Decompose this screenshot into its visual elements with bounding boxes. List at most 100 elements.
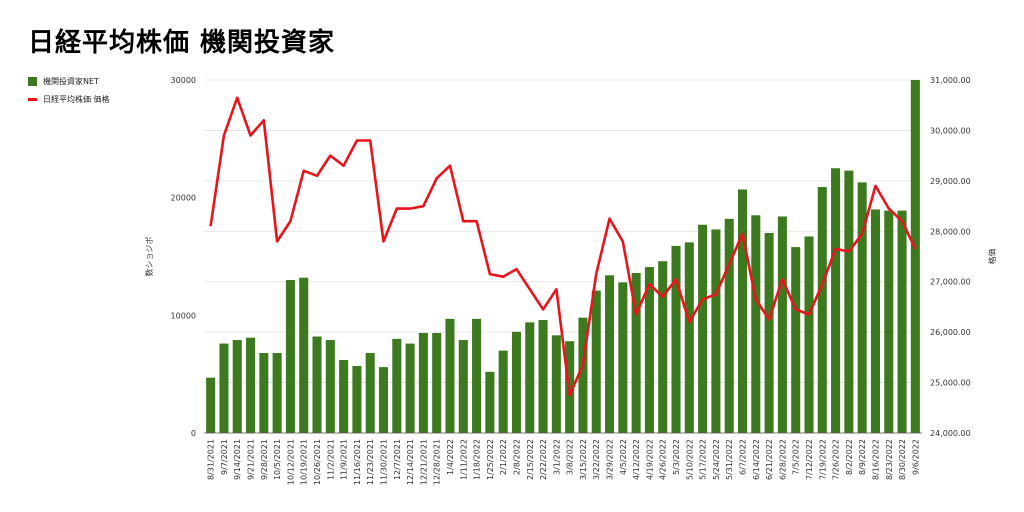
bar — [870, 209, 880, 433]
y-right-tick-label: 30,000.00 — [930, 126, 971, 135]
y-right-tick-label: 27,000.00 — [930, 278, 971, 287]
y-right-tick-label: 25,000.00 — [930, 379, 971, 388]
bar — [525, 322, 535, 433]
bar — [737, 189, 748, 433]
bar — [445, 318, 455, 433]
bar — [644, 267, 654, 433]
bar — [591, 290, 601, 433]
bar — [751, 215, 761, 433]
y-right-axis-title: 格価 — [987, 249, 997, 265]
y-right-tick-label: 31,000.00 — [930, 76, 971, 85]
x-tick-label: 5/3/2022 — [672, 439, 681, 475]
x-tick-label: 11/16/2021 — [353, 439, 362, 485]
x-tick-label: 7/26/2022 — [832, 439, 841, 480]
bar — [831, 168, 841, 433]
x-tick-label: 3/8/2022 — [566, 439, 575, 475]
y-right-tick-label: 26,000.00 — [930, 328, 971, 337]
x-tick-label: 12/14/2021 — [406, 439, 415, 485]
y-right-tick-label: 29,000.00 — [930, 177, 971, 186]
x-tick-label: 10/19/2021 — [300, 439, 309, 485]
legend-line-swatch — [28, 98, 37, 101]
x-tick-label: 5/31/2022 — [725, 439, 734, 480]
legend-line-label: 日経平均株価 価格 — [43, 95, 110, 104]
bar — [764, 232, 774, 433]
bar — [724, 218, 734, 433]
bar — [219, 343, 229, 433]
y-left-axis-title: 数ショジポ — [144, 237, 154, 277]
bar — [498, 350, 508, 433]
x-tick-label: 4/5/2022 — [619, 439, 628, 475]
x-tick-label: 2/8/2022 — [513, 439, 522, 475]
y-right-tick-label: 28,000.00 — [930, 227, 971, 236]
x-tick-label: 1/11/2022 — [459, 439, 468, 480]
x-tick-label: 1/25/2022 — [486, 439, 495, 480]
y-left-tick-label: 20000 — [171, 194, 196, 203]
bar — [432, 332, 442, 433]
x-tick-label: 4/26/2022 — [659, 439, 668, 480]
x-tick-label: 8/31/2021 — [207, 439, 216, 480]
x-tick-label: 11/2/2021 — [326, 439, 335, 480]
bar — [511, 331, 521, 433]
y-left-tick-label: 10000 — [171, 311, 196, 320]
chart-title: 日経平均株価 機関投資家 — [28, 28, 336, 58]
bar — [684, 242, 694, 433]
bar — [671, 245, 681, 433]
x-tick-label: 6/21/2022 — [765, 439, 774, 480]
bar — [777, 216, 787, 433]
bar — [206, 377, 216, 433]
x-tick-label: 5/10/2022 — [685, 439, 694, 480]
x-tick-label: 1/18/2022 — [473, 439, 482, 480]
bar — [272, 352, 282, 433]
bar — [884, 210, 894, 433]
x-tick-label: 8/2/2022 — [845, 439, 854, 475]
bar — [259, 352, 269, 433]
x-tick-label: 10/26/2021 — [313, 439, 322, 485]
x-tick-label: 12/7/2021 — [393, 439, 402, 480]
x-tick-label: 6/7/2022 — [739, 439, 748, 475]
bar — [312, 336, 322, 433]
bar — [472, 318, 482, 433]
bar — [551, 335, 561, 433]
x-tick-label: 1/4/2022 — [446, 439, 455, 475]
x-tick-label: 3/1/2022 — [552, 439, 561, 475]
x-tick-label: 8/23/2022 — [885, 439, 894, 480]
bar — [485, 371, 495, 433]
bar — [897, 210, 907, 433]
x-tick-label: 10/5/2021 — [273, 439, 282, 480]
bar — [285, 280, 295, 433]
x-tick-label: 9/7/2021 — [220, 439, 229, 475]
bar — [618, 282, 628, 433]
x-tick-label: 9/21/2021 — [247, 439, 256, 480]
bar — [232, 340, 242, 433]
legend-item-line: 日経平均株価 価格 — [28, 94, 110, 105]
bar — [578, 317, 588, 433]
x-tick-label: 7/12/2022 — [805, 439, 814, 480]
bar — [378, 367, 389, 433]
legend-bar-swatch — [28, 77, 37, 86]
x-tick-label: 12/21/2021 — [419, 439, 428, 485]
bar — [339, 360, 349, 433]
x-tick-label: 4/19/2022 — [645, 439, 654, 480]
bar — [246, 337, 256, 433]
x-tick-label: 5/17/2022 — [699, 439, 708, 480]
bar — [910, 80, 920, 433]
x-tick-label: 3/15/2022 — [579, 439, 588, 480]
x-tick-label: 9/28/2021 — [260, 439, 269, 480]
x-tick-label: 7/19/2022 — [818, 439, 827, 480]
bar — [605, 275, 615, 433]
x-tick-label: 5/24/2022 — [712, 439, 721, 480]
x-tick-label: 11/23/2021 — [366, 439, 375, 485]
bar — [711, 229, 721, 433]
bar — [631, 272, 641, 433]
x-tick-label: 12/28/2021 — [433, 439, 442, 485]
bar — [538, 320, 548, 433]
bar — [418, 332, 428, 433]
x-tick-label: 7/5/2022 — [792, 439, 801, 475]
y-right-tick-label: 24,000.00 — [930, 429, 971, 438]
bar — [791, 247, 801, 433]
bar — [817, 187, 827, 433]
bar — [325, 340, 335, 433]
y-left-tick-label: 30000 — [171, 76, 196, 85]
x-tick-label: 11/9/2021 — [340, 439, 349, 480]
bar — [804, 236, 814, 433]
